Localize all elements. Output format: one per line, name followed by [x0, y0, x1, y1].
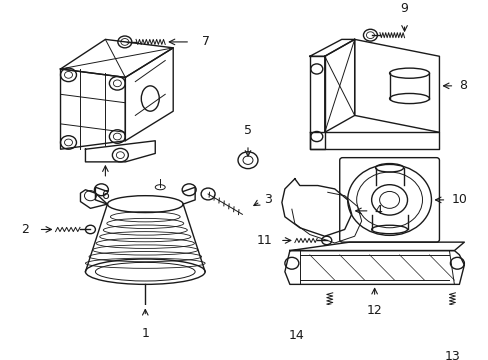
Text: 8: 8: [458, 79, 467, 93]
Text: 3: 3: [264, 193, 272, 206]
Text: 9: 9: [400, 2, 407, 15]
Text: 13: 13: [444, 350, 459, 360]
Text: 4: 4: [374, 204, 382, 217]
Text: 6: 6: [101, 189, 109, 202]
Text: 12: 12: [366, 304, 382, 317]
Text: 10: 10: [450, 193, 467, 206]
Text: 11: 11: [257, 234, 272, 247]
Text: 5: 5: [244, 123, 251, 136]
Text: 7: 7: [202, 35, 210, 49]
Text: 2: 2: [20, 223, 29, 236]
Text: 1: 1: [141, 327, 149, 339]
Text: 14: 14: [288, 329, 304, 342]
